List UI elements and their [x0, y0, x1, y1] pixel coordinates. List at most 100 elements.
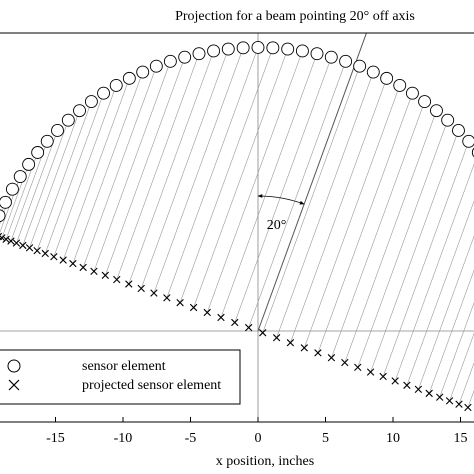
beam-line	[257, 33, 367, 332]
projected-marker	[101, 271, 109, 280]
projection-line	[406, 200, 474, 386]
sensor-marker	[22, 157, 36, 171]
projected-marker	[203, 308, 211, 317]
sensor-marker	[281, 42, 295, 56]
projection-line	[467, 389, 474, 408]
projection-line	[394, 163, 474, 382]
projected-marker	[125, 280, 133, 288]
sensor-marker	[430, 104, 443, 118]
projection-line	[276, 71, 374, 338]
projected-marker	[379, 372, 387, 381]
sensor-marker	[5, 182, 19, 196]
legend-label: projected sensor element	[82, 378, 221, 393]
x-tick-label: 0	[254, 431, 261, 446]
projection-line	[220, 53, 318, 318]
legend-marker	[7, 359, 21, 373]
projected-marker	[300, 344, 308, 352]
projected-marker	[79, 263, 87, 272]
projected-marker	[163, 294, 171, 302]
sensor-marker	[149, 59, 163, 73]
projection-line	[449, 332, 474, 401]
projected-marker	[464, 403, 472, 412]
projected-marker	[0, 234, 6, 242]
projected-marker	[272, 334, 281, 342]
sensor-marker	[339, 54, 353, 68]
sensor-marker	[295, 44, 309, 58]
x-tick-label: 5	[322, 431, 329, 446]
projection-line	[93, 61, 171, 272]
projection-line	[206, 50, 303, 313]
projection-line	[10, 141, 48, 242]
sensor-marker	[251, 40, 265, 54]
angle-arc	[257, 194, 305, 205]
projection-line	[439, 302, 474, 398]
projected-marker	[137, 284, 145, 293]
sensor-marker	[462, 134, 474, 148]
projected-marker	[113, 275, 121, 284]
x-tick-label: 15	[453, 431, 467, 446]
projection-line	[116, 53, 200, 280]
projected-marker	[231, 318, 239, 327]
sensor-marker	[418, 95, 432, 109]
projection-line	[72, 71, 143, 264]
projection-line	[331, 101, 425, 358]
projected-marker	[455, 400, 463, 408]
sensor-marker	[122, 71, 136, 85]
projection-line	[62, 78, 130, 261]
sensor-marker	[178, 50, 192, 64]
projected-marker	[217, 313, 225, 322]
projected-marker	[2, 235, 10, 244]
legend: sensor element projected sensor element	[0, 349, 241, 405]
sensor-marker	[109, 78, 123, 92]
sensor-marker	[366, 65, 380, 79]
projection-line	[22, 120, 69, 246]
projected-marker	[59, 256, 67, 264]
projection-line	[317, 93, 413, 353]
sensor-marker	[136, 65, 150, 79]
projection-line	[262, 66, 360, 333]
projection-line	[82, 66, 157, 268]
projection-line	[36, 101, 92, 251]
sensor-marker	[163, 54, 177, 68]
projected-marker	[366, 368, 375, 376]
projected-marker	[25, 244, 34, 252]
projected-marker	[391, 377, 399, 385]
sensor-marker	[0, 209, 6, 223]
sensor-marker	[73, 104, 86, 118]
projection-line	[29, 110, 80, 248]
legend-marker	[8, 379, 20, 391]
projected-marker	[354, 363, 362, 372]
projection-line	[44, 93, 104, 254]
projected-marker	[150, 289, 158, 297]
sensor-marker	[393, 78, 407, 92]
projected-marker	[425, 389, 433, 398]
sensor-marker	[61, 113, 75, 127]
sensor-marker	[51, 124, 64, 137]
projection-line	[304, 85, 401, 348]
projection-line	[428, 269, 474, 394]
sensor-marker	[380, 71, 394, 85]
projection-line	[193, 48, 288, 308]
projection-line	[290, 78, 387, 343]
x-tick-label: -5	[185, 431, 197, 446]
projected-marker	[7, 237, 15, 245]
sensor-marker	[40, 134, 54, 148]
projection-line	[179, 47, 274, 303]
sensor-marker	[405, 86, 419, 100]
projected-marker	[403, 381, 411, 389]
projection-line	[234, 57, 332, 323]
x-axis-label: x position, inches	[216, 454, 314, 469]
projection-line	[16, 130, 58, 244]
projected-marker	[327, 354, 336, 362]
projection-line	[166, 47, 259, 298]
projection-line	[140, 48, 229, 289]
projection-line	[53, 85, 117, 257]
projection-line	[357, 120, 448, 368]
projected-marker	[445, 397, 454, 405]
projection-line	[248, 61, 346, 328]
sensor-marker	[236, 41, 250, 55]
sensor-marker	[221, 42, 235, 56]
plot-area: 20°	[0, 33, 474, 422]
